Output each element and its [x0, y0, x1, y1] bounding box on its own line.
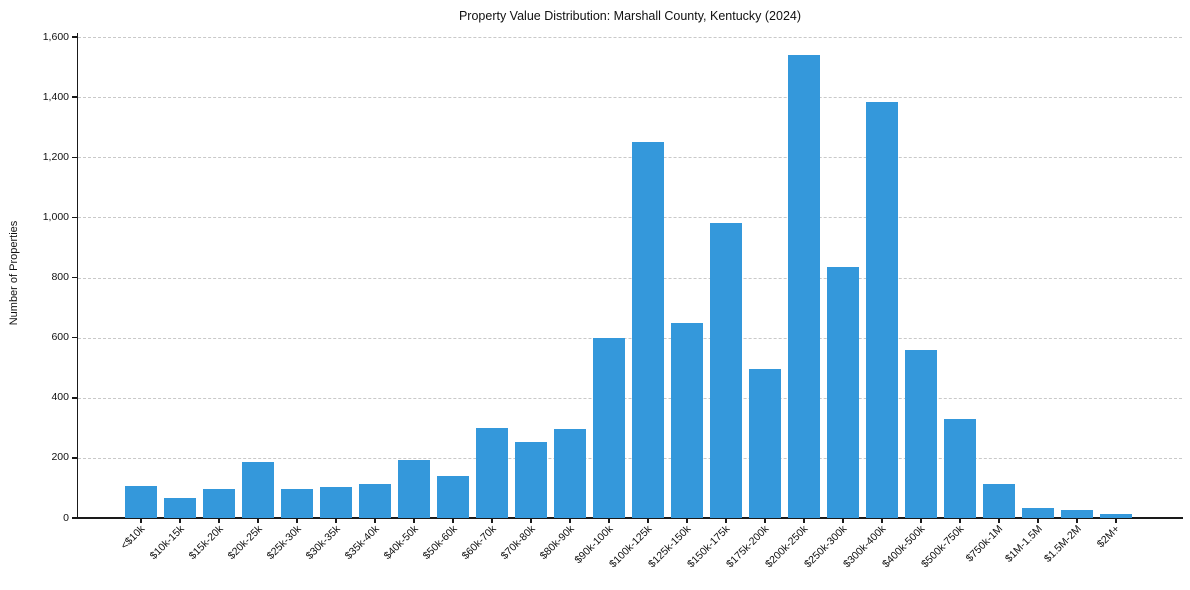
- bar: [827, 266, 859, 518]
- bar: [671, 322, 703, 518]
- y-tick-label: 600: [51, 331, 69, 344]
- y-tick-label: 1,200: [42, 150, 69, 163]
- x-tick-label: $25k-30k: [264, 523, 304, 563]
- x-tick: [686, 519, 688, 523]
- bar: [632, 142, 664, 518]
- x-tick: [998, 519, 1000, 523]
- x-tick: [452, 519, 454, 523]
- y-tick: [72, 517, 77, 519]
- bar: [398, 460, 430, 518]
- bar: [749, 369, 781, 518]
- x-tick-label: $1M-1.5M: [1002, 523, 1045, 565]
- x-tick: [959, 519, 961, 523]
- x-tick: [530, 519, 532, 523]
- x-tick: [764, 519, 766, 523]
- y-tick: [72, 216, 77, 219]
- y-tick: [72, 276, 77, 279]
- x-tick-label: $750k-1M: [963, 523, 1006, 565]
- x-tick-label: $20k-25k: [225, 523, 265, 563]
- x-tick: [881, 519, 883, 523]
- x-tick: [920, 519, 922, 523]
- bar: [437, 475, 469, 518]
- x-tick: [140, 519, 142, 523]
- x-tick-label: $70k-80k: [498, 523, 538, 563]
- x-tick: [296, 519, 298, 523]
- x-tick-label: $30k-35k: [303, 523, 343, 563]
- x-tick: [491, 519, 493, 523]
- x-tick: [842, 519, 844, 523]
- y-tick-label: 1,000: [42, 210, 69, 223]
- x-tick: [1037, 519, 1039, 523]
- x-tick: [725, 519, 727, 523]
- bar: [242, 462, 274, 518]
- x-tick: [218, 519, 220, 523]
- x-tick-label: $10k-15k: [147, 523, 187, 563]
- bar: [554, 428, 586, 518]
- chart-title: Property Value Distribution: Marshall Co…: [458, 9, 802, 23]
- y-tick-label: 200: [51, 451, 69, 464]
- x-tick-label: $2M+: [1095, 523, 1123, 551]
- bar: [320, 487, 352, 518]
- x-tick: [179, 519, 181, 523]
- x-tick: [647, 519, 649, 523]
- bar: [476, 427, 508, 518]
- x-tick-label: $1.5M-2M: [1041, 523, 1084, 565]
- x-tick: [413, 519, 415, 523]
- bar: [944, 418, 976, 518]
- plot-area: [78, 37, 1182, 518]
- bar: [1061, 510, 1093, 518]
- x-tick-label: <$10k: [118, 523, 148, 552]
- bar: [281, 488, 313, 518]
- y-tick-label: 400: [51, 391, 69, 404]
- gridline: [78, 157, 1182, 159]
- y-tick-label: 1,600: [42, 30, 69, 43]
- bar: [710, 222, 742, 518]
- x-tick-label: $60k-70k: [459, 523, 499, 563]
- y-tick-label: 1,400: [42, 90, 69, 103]
- x-tick-label: $50k-60k: [420, 523, 460, 563]
- bar: [983, 483, 1015, 518]
- bar: [203, 489, 235, 518]
- y-tick: [72, 36, 77, 38]
- bar: [905, 349, 937, 518]
- x-tick: [569, 519, 571, 523]
- x-tick: [1076, 519, 1078, 523]
- y-tick: [72, 96, 77, 98]
- x-tick: [335, 519, 337, 523]
- gridline: [78, 217, 1182, 219]
- x-tick-label: $80k-90k: [537, 523, 577, 563]
- bar: [788, 55, 820, 518]
- x-tick-label: $40k-50k: [381, 523, 421, 563]
- bar: [359, 483, 391, 518]
- x-tick: [1115, 519, 1117, 523]
- bar: [593, 337, 625, 518]
- x-tick: [803, 519, 805, 523]
- bar: [164, 498, 196, 518]
- y-tick-label: 0: [63, 511, 69, 524]
- bar: [1100, 514, 1132, 518]
- gridline: [78, 97, 1182, 99]
- y-tick: [72, 156, 77, 158]
- gridline: [78, 37, 1182, 38]
- y-tick: [72, 457, 77, 459]
- y-tick-label: 800: [51, 271, 69, 283]
- x-tick: [257, 519, 259, 523]
- x-tick-label: $15k-20k: [186, 523, 226, 563]
- gridline: [78, 457, 1182, 459]
- bar: [1022, 508, 1054, 518]
- x-tick-label: $35k-40k: [342, 523, 382, 563]
- x-axis-spine: [76, 517, 1183, 519]
- bar: [125, 486, 157, 518]
- bar: [515, 441, 547, 518]
- x-tick: [608, 519, 610, 523]
- bar: [866, 101, 898, 518]
- gridline: [78, 337, 1182, 339]
- y-axis-spine: [76, 33, 78, 518]
- x-tick: [374, 519, 376, 523]
- gridline: [78, 397, 1182, 399]
- y-tick: [72, 336, 77, 339]
- y-tick: [72, 397, 77, 399]
- gridline: [78, 277, 1182, 279]
